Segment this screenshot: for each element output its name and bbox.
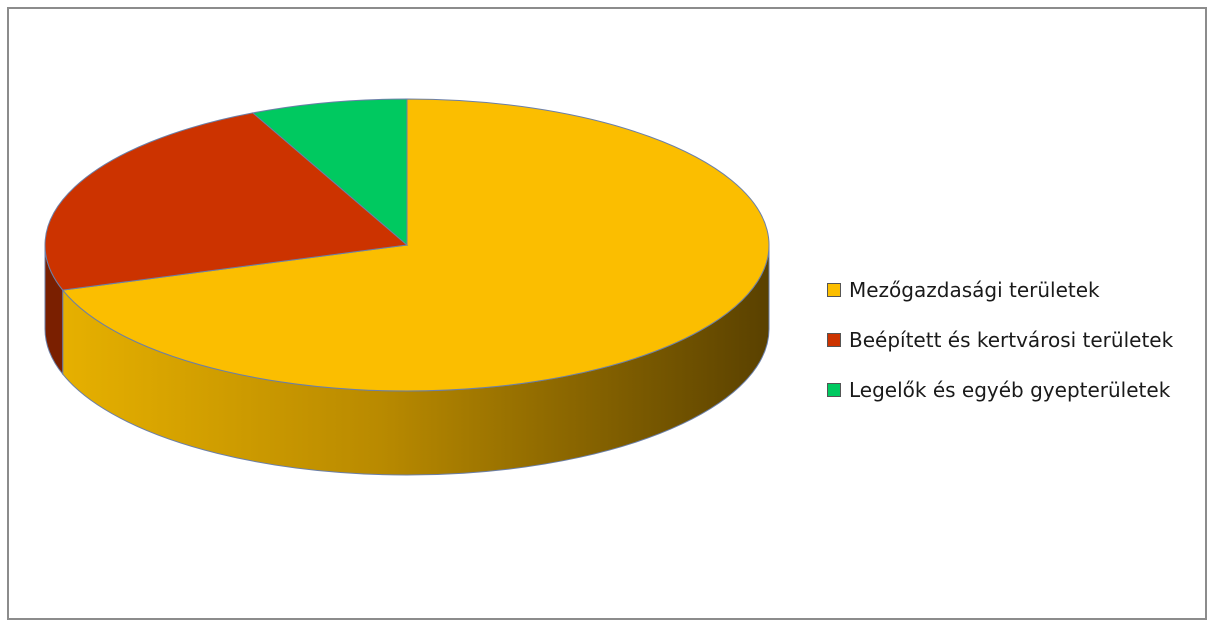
pie-chart [44,98,770,476]
pie-top [44,98,770,392]
pie-slice-2 [251,98,408,247]
legend-item: Mezőgazdasági területek [827,265,1173,315]
pie-slice-1 [44,112,409,291]
pie-slice-0 [61,98,770,392]
legend-swatch-0 [827,283,841,297]
legend-item: Legelők és egyéb gyepterületek [827,365,1173,415]
chart-area: Mezőgazdasági területek Beépített és ker… [7,7,1207,620]
legend-label: Beépített és kertvárosi területek [849,328,1174,352]
legend-swatch-1 [827,333,841,347]
legend: Mezőgazdasági területek Beépített és ker… [827,265,1173,415]
legend-item: Beépített és kertvárosi területek [827,315,1173,365]
legend-swatch-2 [827,383,841,397]
legend-label: Legelők és egyéb gyepterületek [849,378,1171,402]
legend-label: Mezőgazdasági területek [849,278,1100,302]
